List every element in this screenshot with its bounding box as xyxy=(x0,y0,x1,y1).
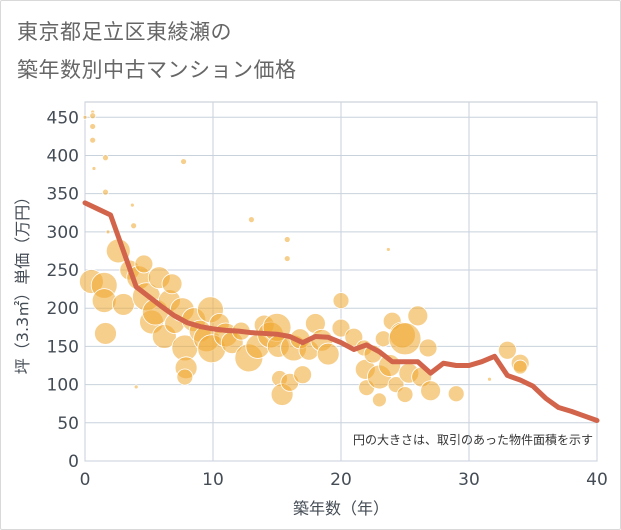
data-bubble xyxy=(105,229,111,235)
data-bubble xyxy=(91,288,117,313)
data-bubble xyxy=(247,216,255,224)
y-tick-label: 450 xyxy=(47,108,79,128)
data-bubble xyxy=(418,338,438,358)
data-bubble xyxy=(176,368,194,386)
y-tick-label: 0 xyxy=(68,452,79,472)
y-tick-label: 50 xyxy=(57,414,79,434)
y-tick-label: 150 xyxy=(47,337,79,357)
data-bubble xyxy=(331,318,351,338)
data-bubble xyxy=(283,255,291,262)
data-bubble xyxy=(420,380,442,402)
data-bubble xyxy=(316,342,340,366)
y-tick-label: 300 xyxy=(47,223,79,243)
y-tick-label: 350 xyxy=(47,185,79,205)
data-bubble xyxy=(91,166,97,171)
x-tick-label: 20 xyxy=(330,470,352,490)
data-bubble xyxy=(487,376,492,382)
data-bubble xyxy=(344,327,364,347)
data-bubble xyxy=(82,114,88,120)
data-bubble xyxy=(102,154,109,162)
bubble-series xyxy=(79,109,530,408)
x-axis-label: 築年数（年） xyxy=(293,499,389,518)
y-tick-label: 400 xyxy=(47,146,79,166)
data-bubble xyxy=(89,123,97,130)
data-bubble xyxy=(94,322,117,345)
data-bubble xyxy=(133,384,139,390)
trend-line xyxy=(82,200,600,424)
chart-title-line2: 築年数別中古マンション価格 xyxy=(17,58,297,82)
data-bubble xyxy=(129,202,135,208)
y-tick-label: 200 xyxy=(47,299,79,319)
x-tick-label: 10 xyxy=(202,470,224,490)
data-bubble xyxy=(512,359,528,375)
data-bubble xyxy=(332,292,350,309)
data-bubble xyxy=(89,136,97,144)
data-bubble xyxy=(130,222,138,230)
x-tick-label: 40 xyxy=(586,470,608,490)
data-bubble xyxy=(112,293,135,316)
data-bubble xyxy=(89,112,97,120)
data-bubble xyxy=(407,305,429,327)
y-tick-label: 250 xyxy=(47,261,79,281)
y-axis-label: 坪（3.3㎡）単価（万円） xyxy=(13,189,32,374)
data-bubble xyxy=(293,365,313,385)
chart-title-line1: 東京都足立区東綾瀬の xyxy=(17,20,232,44)
bubble-size-note: 円の大きさは、取引のあった物件面積を示す xyxy=(353,432,593,447)
data-bubble xyxy=(283,236,291,243)
data-bubble xyxy=(102,188,109,196)
x-tick-label: 30 xyxy=(458,470,480,490)
y-tick-label: 100 xyxy=(47,376,79,396)
data-bubble xyxy=(161,273,183,295)
data-bubble xyxy=(447,385,465,403)
data-bubble xyxy=(134,254,154,274)
trend-line-series xyxy=(82,200,600,424)
data-bubble xyxy=(371,392,387,408)
data-bubble xyxy=(385,247,391,252)
data-bubble xyxy=(396,386,414,403)
x-tick-label: 0 xyxy=(80,470,91,490)
data-bubble xyxy=(180,158,187,165)
data-bubble xyxy=(388,322,422,356)
data-bubble xyxy=(497,340,517,360)
